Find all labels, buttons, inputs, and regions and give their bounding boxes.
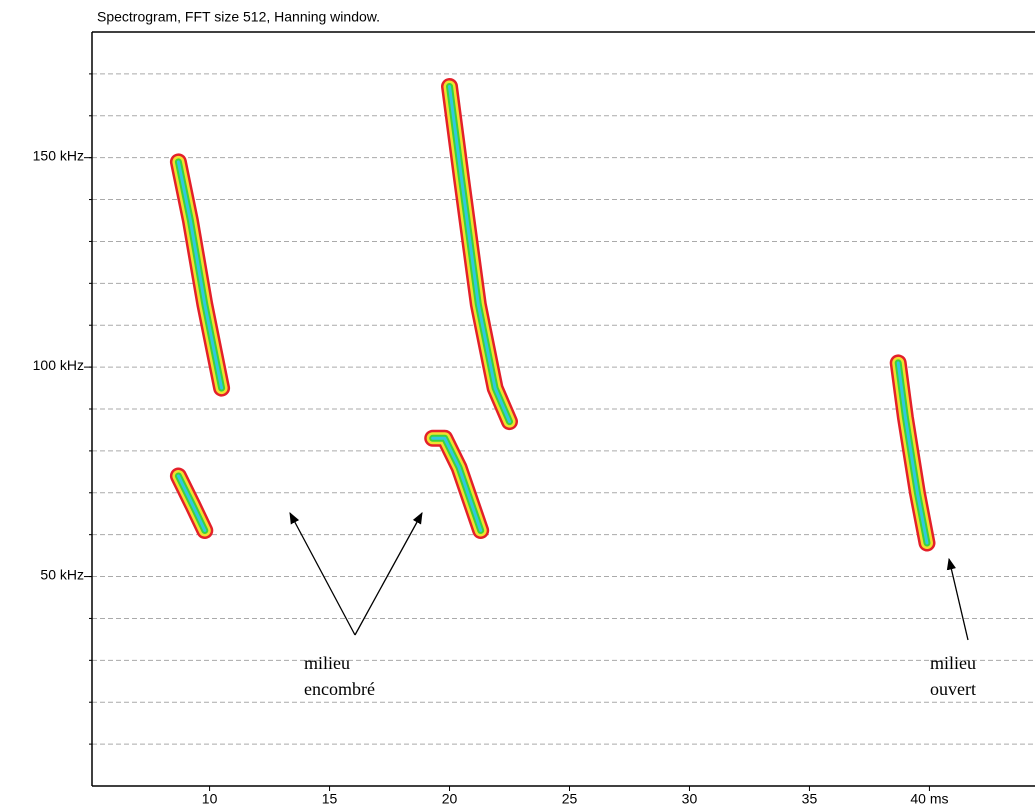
x-tick-label: 25	[562, 791, 578, 807]
x-tick-label: 30	[682, 791, 698, 807]
x-tick-label: 15	[322, 791, 338, 807]
annotation: milieu	[930, 653, 976, 673]
call-trace	[176, 160, 224, 390]
annotation: ouvert	[930, 679, 976, 699]
annotation-arrows	[289, 511, 969, 641]
annotation: encombré	[304, 679, 375, 699]
annotation: milieu	[304, 653, 350, 673]
call-trace	[431, 436, 483, 532]
x-tick-label: 10	[202, 791, 218, 807]
arrow	[354, 511, 423, 636]
chart-title: Spectrogram, FFT size 512, Hanning windo…	[97, 9, 380, 25]
y-tick-label: 50 kHz	[40, 566, 84, 582]
arrow	[946, 557, 969, 641]
plot-area	[92, 73, 1035, 745]
call-trace	[896, 361, 929, 545]
x-tick-label: 40 ms	[910, 791, 948, 807]
x-tick-label: 35	[802, 791, 818, 807]
call-trace	[448, 85, 511, 424]
x-tick-label: 20	[442, 791, 458, 807]
arrow	[289, 511, 356, 636]
call-trace	[176, 474, 207, 532]
y-tick-label: 100 kHz	[33, 357, 84, 373]
y-tick-label: 150 kHz	[33, 147, 84, 163]
